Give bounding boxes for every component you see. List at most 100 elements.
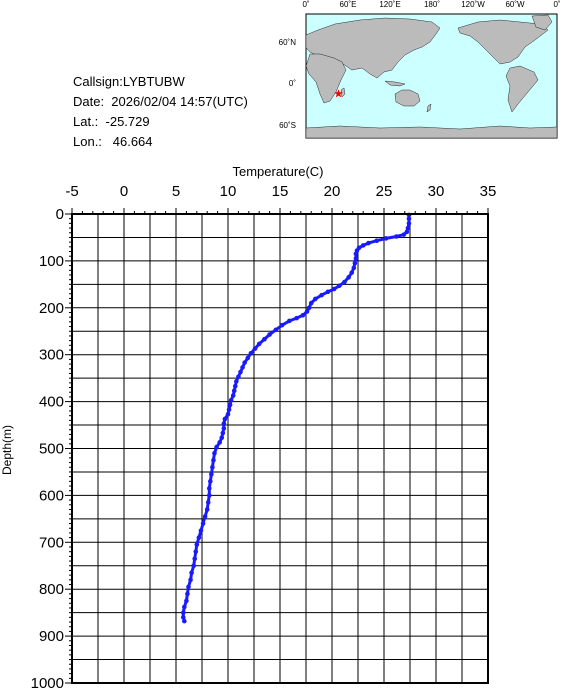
data-point	[248, 350, 254, 356]
data-point	[325, 289, 331, 295]
data-point	[189, 570, 194, 576]
data-point	[221, 421, 227, 426]
data-point	[214, 444, 219, 450]
y-tick-label: 0	[56, 206, 64, 223]
data-point	[336, 283, 342, 289]
data-point	[342, 279, 347, 285]
data-point	[306, 305, 312, 311]
data-point	[401, 232, 407, 237]
data-point	[186, 584, 191, 590]
x-tick-label: 15	[272, 183, 289, 200]
x-tick-label: 0	[120, 183, 128, 200]
data-point	[267, 332, 272, 337]
data-point	[231, 388, 237, 394]
data-point	[319, 292, 324, 298]
data-point	[331, 286, 337, 292]
land-africa	[305, 53, 347, 104]
map-lon-label: 60˚W	[505, 0, 525, 9]
data-point	[221, 426, 227, 431]
series-temperature-profile	[180, 212, 412, 624]
data-point	[405, 225, 411, 231]
data-point	[219, 435, 225, 441]
data-point	[217, 440, 222, 445]
data-point	[394, 234, 399, 239]
x-tick-label: 20	[324, 183, 341, 200]
y-tick-label: 500	[39, 441, 64, 458]
data-point	[279, 322, 285, 328]
longitude-text: Lon.: 46.664	[73, 134, 153, 149]
data-point	[234, 379, 239, 384]
data-point	[256, 341, 262, 347]
data-point	[300, 313, 306, 318]
plot-frame	[71, 213, 489, 684]
y-tick-label: 200	[39, 300, 64, 317]
data-point	[374, 238, 380, 244]
data-point	[182, 604, 187, 610]
data-point	[220, 430, 226, 436]
y-tick-label: 700	[39, 534, 64, 551]
data-point	[349, 270, 355, 275]
data-point	[212, 450, 217, 456]
y-tick-label: 300	[39, 347, 64, 364]
data-point	[227, 402, 233, 408]
callsign-text: Callsign:LYBTUBW	[73, 74, 185, 89]
data-point	[180, 615, 186, 620]
date-text: Date: 2026/02/04 14:57(UTC)	[73, 94, 248, 109]
data-point	[406, 221, 412, 226]
data-point	[185, 591, 190, 597]
x-tick-label: -5	[65, 183, 78, 200]
y-tick-label: 600	[39, 487, 64, 504]
map-lon-label: 0˚	[302, 0, 309, 9]
data-point	[211, 457, 216, 463]
x-axis-title: Temperature(C)	[232, 164, 323, 179]
data-point	[236, 374, 241, 380]
data-point	[406, 216, 412, 221]
data-point	[404, 229, 410, 235]
latitude-text: Lat.: -25.729	[73, 114, 150, 129]
data-point	[240, 365, 245, 370]
land-greenland	[531, 14, 553, 31]
chart-ticks	[65, 208, 489, 684]
data-point	[262, 336, 267, 342]
map-lon-label: 0˚	[553, 0, 560, 9]
data-point	[366, 240, 371, 246]
data-point	[360, 243, 366, 248]
data-point	[206, 493, 212, 498]
data-point	[180, 610, 186, 615]
data-point	[202, 514, 208, 519]
data-point	[273, 327, 279, 333]
y-tick-label: 800	[39, 581, 64, 598]
map-lon-label: 180˚	[424, 0, 440, 9]
data-point	[182, 618, 187, 624]
y-tick-labels: 0 100 200 300 400 500 600 700 800 900 1000	[31, 206, 64, 690]
map-lon-label: 60˚E	[340, 0, 357, 9]
land-australia	[394, 89, 421, 107]
map-land	[305, 14, 558, 139]
data-point	[209, 471, 214, 477]
data-point	[352, 260, 358, 266]
data-point	[313, 296, 318, 302]
y-tick-label: 100	[39, 253, 64, 270]
data-point	[206, 486, 212, 491]
data-point	[238, 369, 243, 375]
data-point	[228, 397, 234, 403]
data-point	[184, 598, 189, 604]
data-point	[242, 360, 247, 365]
data-point	[353, 256, 359, 261]
y-tick-label: 1000	[31, 675, 64, 690]
chart-grid	[71, 213, 489, 684]
data-point	[192, 556, 198, 562]
y-axis-title: Depth(m)	[0, 425, 14, 475]
land-madagascar	[340, 87, 346, 98]
data-point	[232, 383, 238, 389]
land-south-america	[505, 65, 539, 113]
data-point	[193, 549, 199, 554]
data-point	[188, 577, 193, 583]
x-tick-label: 5	[172, 183, 180, 200]
land-antarctica	[305, 125, 558, 139]
position-marker-star-icon	[334, 89, 343, 98]
data-point	[200, 521, 206, 526]
land-north-america	[457, 19, 549, 65]
data-point	[222, 416, 228, 422]
